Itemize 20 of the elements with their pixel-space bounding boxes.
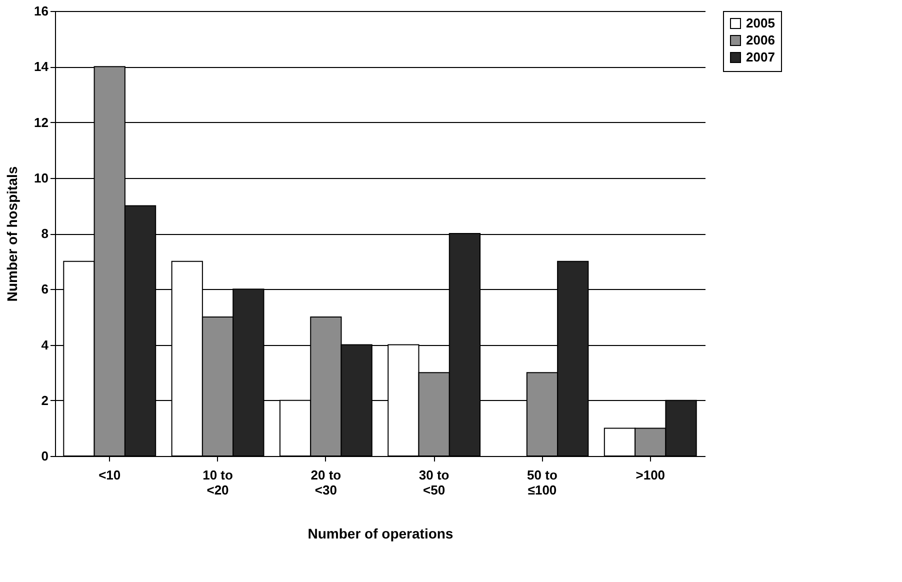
x-tick-label: >100 <box>636 468 666 482</box>
y-tick-label: 4 <box>41 337 50 352</box>
x-tick-label: 10 to <20 <box>202 468 233 498</box>
y-tick-label: 10 <box>34 170 48 186</box>
y-tick-label: 6 <box>41 282 48 297</box>
legend-label: 2006 <box>746 32 775 48</box>
x-tick-label: 50 to ≤100 <box>527 468 558 498</box>
y-axis-title: Number of hospitals <box>4 166 20 302</box>
y-tick-label: 8 <box>41 226 48 241</box>
x-tick-label: 20 to <30 <box>310 468 342 498</box>
y-tick-label: 12 <box>34 114 48 130</box>
x-tick-label: 30 to <50 <box>418 468 450 498</box>
legend-label: 2005 <box>746 16 775 30</box>
legend-label: 2007 <box>746 50 775 64</box>
y-tick-label: 14 <box>34 59 50 74</box>
y-tick-label: 0 <box>41 448 48 464</box>
x-axis-title: Number of operations <box>308 526 454 542</box>
y-tick-label: 16 <box>34 4 48 18</box>
y-tick-label: 2 <box>41 392 48 408</box>
x-tick-label: <10 <box>98 468 121 482</box>
